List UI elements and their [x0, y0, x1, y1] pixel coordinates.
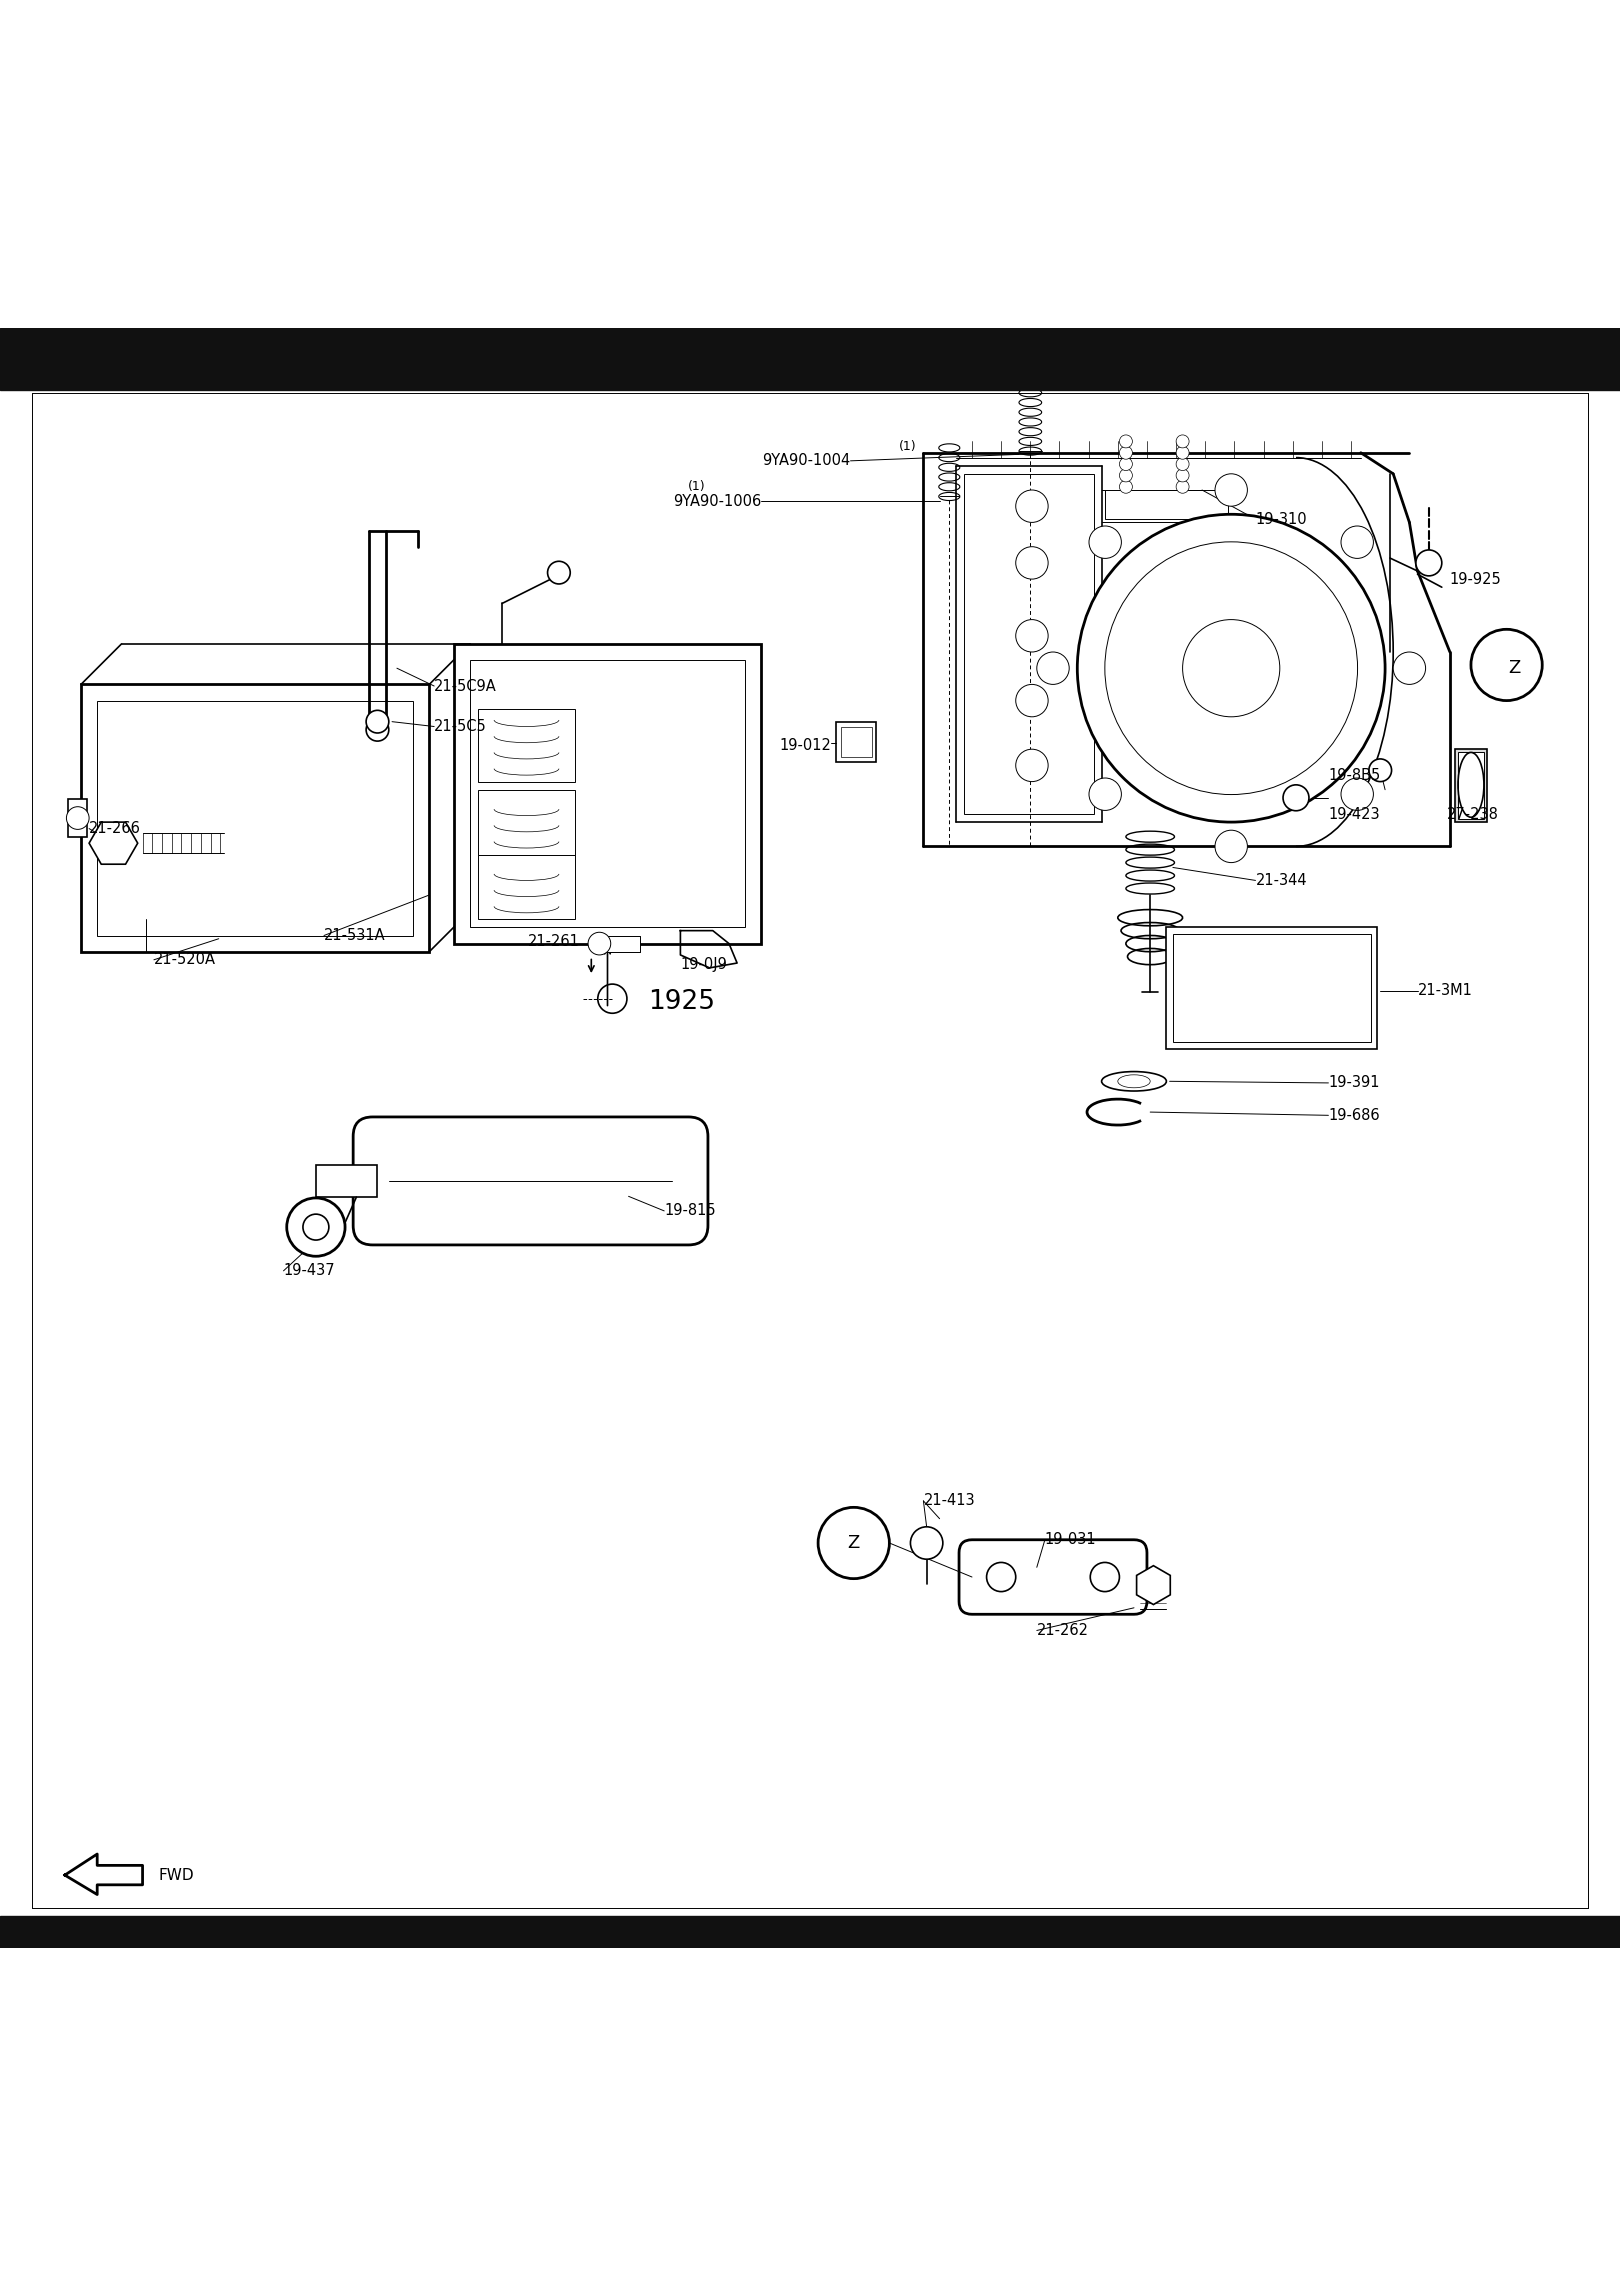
Circle shape [1369, 758, 1392, 781]
Circle shape [1341, 526, 1374, 558]
FancyBboxPatch shape [353, 1118, 708, 1245]
Text: 19-437: 19-437 [284, 1263, 335, 1279]
Circle shape [1215, 831, 1247, 863]
Circle shape [1089, 778, 1121, 810]
Text: 19-310: 19-310 [1256, 512, 1307, 526]
Text: FWD: FWD [159, 1869, 194, 1882]
Bar [0, 1916, 1620, 1948]
Circle shape [1176, 435, 1189, 448]
Circle shape [66, 806, 89, 828]
Text: 19-686: 19-686 [1328, 1108, 1380, 1122]
Bar [478, 854, 575, 920]
Text: 21-413: 21-413 [923, 1493, 975, 1509]
Text: 19-815: 19-815 [664, 1204, 716, 1218]
Text: 27-238: 27-238 [1447, 806, 1499, 822]
Text: 21-344: 21-344 [1256, 874, 1307, 888]
Circle shape [910, 1527, 943, 1559]
Text: 19-423: 19-423 [1328, 806, 1380, 822]
Circle shape [1183, 619, 1280, 717]
Text: (1): (1) [899, 439, 915, 453]
Text: 21-5C9A: 21-5C9A [434, 678, 497, 694]
Circle shape [1089, 526, 1121, 558]
Text: 1925: 1925 [648, 988, 714, 1015]
Bar [316, 1165, 377, 1197]
Circle shape [1077, 514, 1385, 822]
Circle shape [1471, 630, 1542, 701]
Bar [1458, 753, 1484, 819]
Bar [1173, 933, 1371, 1042]
Circle shape [1090, 1561, 1119, 1591]
Bar [0, 328, 1620, 389]
Circle shape [1215, 473, 1247, 505]
Circle shape [287, 1197, 345, 1256]
Text: 21-3M1: 21-3M1 [1418, 983, 1473, 999]
Circle shape [1416, 551, 1442, 576]
Bar [1105, 489, 1228, 519]
Text: 21-262: 21-262 [1037, 1623, 1089, 1639]
Circle shape [1119, 446, 1132, 460]
Text: Z: Z [1508, 660, 1521, 678]
Circle shape [1105, 542, 1358, 794]
Text: 21-266: 21-266 [89, 822, 141, 835]
Text: 19-0J9: 19-0J9 [680, 958, 727, 972]
Circle shape [1119, 480, 1132, 494]
Circle shape [303, 1213, 329, 1240]
Circle shape [1176, 446, 1189, 460]
Bar [964, 473, 1094, 815]
Circle shape [366, 710, 389, 733]
Circle shape [1176, 469, 1189, 483]
Bar [470, 660, 745, 926]
Circle shape [1393, 651, 1426, 685]
Text: 21-520A: 21-520A [154, 951, 215, 967]
Text: Z: Z [847, 1534, 860, 1552]
Text: 19-012: 19-012 [779, 737, 831, 753]
Bar [1166, 926, 1377, 1049]
Circle shape [1016, 749, 1048, 781]
Text: 19-031: 19-031 [1045, 1532, 1097, 1548]
Circle shape [1341, 778, 1374, 810]
Bar [478, 790, 575, 854]
Polygon shape [65, 1855, 143, 1894]
Text: (1): (1) [688, 480, 705, 494]
Text: 19-925: 19-925 [1450, 571, 1502, 587]
Text: 21-5C5: 21-5C5 [434, 719, 488, 735]
Circle shape [1016, 546, 1048, 578]
Circle shape [818, 1507, 889, 1580]
Bar [97, 701, 413, 935]
Bar [841, 726, 872, 758]
Bar [836, 721, 876, 762]
Circle shape [1176, 457, 1189, 471]
Circle shape [1283, 785, 1309, 810]
Text: 19-391: 19-391 [1328, 1077, 1380, 1090]
Text: 9YA90-1006: 9YA90-1006 [674, 494, 761, 510]
Text: 21-261: 21-261 [528, 935, 580, 949]
Circle shape [1119, 457, 1132, 471]
FancyBboxPatch shape [959, 1541, 1147, 1614]
Circle shape [987, 1561, 1016, 1591]
Circle shape [1037, 651, 1069, 685]
Circle shape [1016, 489, 1048, 523]
Bar [81, 685, 429, 951]
Text: 9YA90-1004: 9YA90-1004 [763, 453, 850, 469]
Bar [606, 935, 640, 951]
Text: 19-8B5: 19-8B5 [1328, 767, 1380, 783]
Circle shape [588, 933, 611, 956]
Bar [68, 799, 87, 838]
Text: 21-531A: 21-531A [324, 929, 386, 942]
Bar [454, 644, 761, 945]
Circle shape [1119, 469, 1132, 483]
Circle shape [548, 562, 570, 585]
Circle shape [1016, 685, 1048, 717]
Circle shape [1176, 480, 1189, 494]
Circle shape [1119, 435, 1132, 448]
Bar [1455, 749, 1487, 822]
Bar [478, 708, 575, 781]
Circle shape [1016, 619, 1048, 651]
